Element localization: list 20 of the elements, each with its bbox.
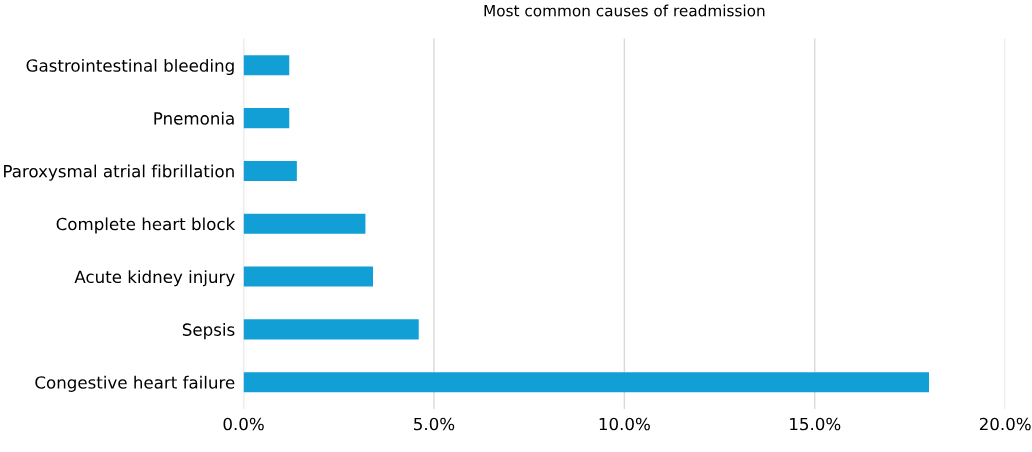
y-tick-label: Paroxysmal atrial fibrillation [4,164,234,181]
bar [243,108,290,129]
x-tick-label: 20.0% [979,417,1031,431]
y-tick-label: Gastrointestinal bleeding [26,58,234,76]
bar [243,372,930,393]
bar [243,55,290,76]
x-tick-label: 15.0% [790,417,841,431]
bar [243,160,297,181]
y-tick-label: Pnemonia [154,111,234,125]
bar [243,213,366,234]
bar [243,266,374,287]
y-tick-label: Congestive heart failure [35,375,235,392]
x-tick-label: 5.0% [414,417,455,431]
y-tick-label: Complete heart block [56,217,236,234]
bar [243,319,419,340]
x-tick-label: 10.0% [599,417,650,431]
y-tick-label: Sepsis [182,323,235,340]
chart-title: Most common causes of readmission [484,4,765,17]
y-tick-label: Acute kidney injury [74,270,235,287]
x-tick-label: 0.0% [223,417,264,431]
